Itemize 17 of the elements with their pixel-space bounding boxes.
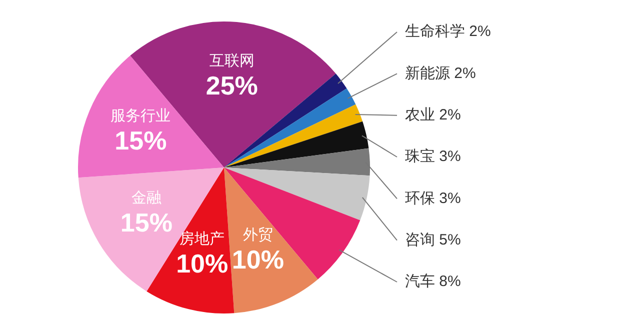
slice-label: 金融 (131, 189, 162, 206)
slice-label: 珠宝 3% (405, 148, 461, 166)
slice-label: 生命科学 2% (405, 23, 491, 40)
data-label: 15% (120, 207, 172, 238)
slice-label: 房地产 (180, 230, 225, 248)
data-label: 15% (114, 125, 167, 156)
data-label: 10% (232, 244, 284, 275)
slice-label: 农业 2% (405, 106, 461, 124)
slice-label: 新能源 2% (405, 64, 476, 82)
slice-label: 互联网 (209, 52, 254, 70)
slice-label: 服务行业 (110, 107, 171, 124)
slice-label: 汽车 8% (405, 273, 461, 290)
slice-label: 咨询 5% (405, 231, 461, 248)
slice-label: 环保 3% (405, 190, 461, 207)
slice-label: 外贸 (242, 226, 273, 244)
data-label: 10% (176, 248, 228, 279)
data-label: 25% (206, 70, 258, 100)
